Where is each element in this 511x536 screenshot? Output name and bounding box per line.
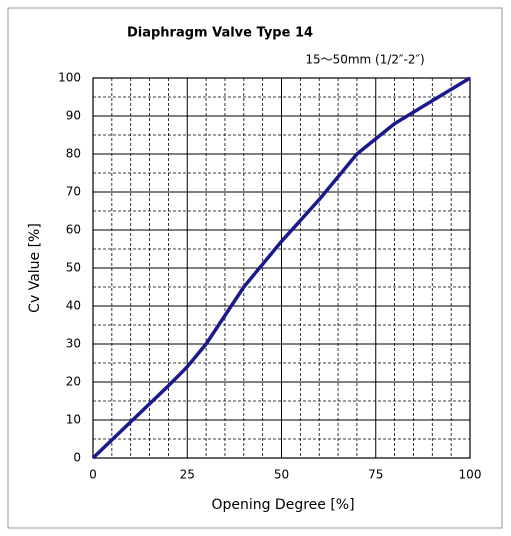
chart-subtitle: 15～50mm (1/2″-2″) xyxy=(305,53,424,67)
x-tick-label: 50 xyxy=(274,468,289,482)
y-tick-label: 10 xyxy=(66,413,81,427)
x-tick-label: 75 xyxy=(368,468,383,482)
y-tick-label: 40 xyxy=(66,299,81,313)
x-tick-label: 0 xyxy=(89,468,97,482)
y-axis-label: Cv Value [%] xyxy=(27,223,43,313)
x-tick-label: 100 xyxy=(459,468,482,482)
y-tick-label: 60 xyxy=(66,223,81,237)
y-tick-label: 50 xyxy=(66,261,81,275)
y-tick-label: 20 xyxy=(66,375,81,389)
chart-title: Diaphragm Valve Type 14 xyxy=(127,26,313,41)
x-axis-label: Opening Degree [%] xyxy=(211,497,354,513)
x-tick-label: 25 xyxy=(180,468,195,482)
plot-area xyxy=(92,77,471,459)
y-tick-label: 30 xyxy=(66,337,81,351)
y-tick-label: 100 xyxy=(58,71,81,85)
y-tick-label: 90 xyxy=(66,109,81,123)
y-tick-label: 80 xyxy=(66,147,81,161)
y-tick-label: 0 xyxy=(73,451,81,465)
data-line xyxy=(91,76,471,460)
frame xyxy=(7,7,503,529)
y-tick-label: 70 xyxy=(66,185,81,199)
